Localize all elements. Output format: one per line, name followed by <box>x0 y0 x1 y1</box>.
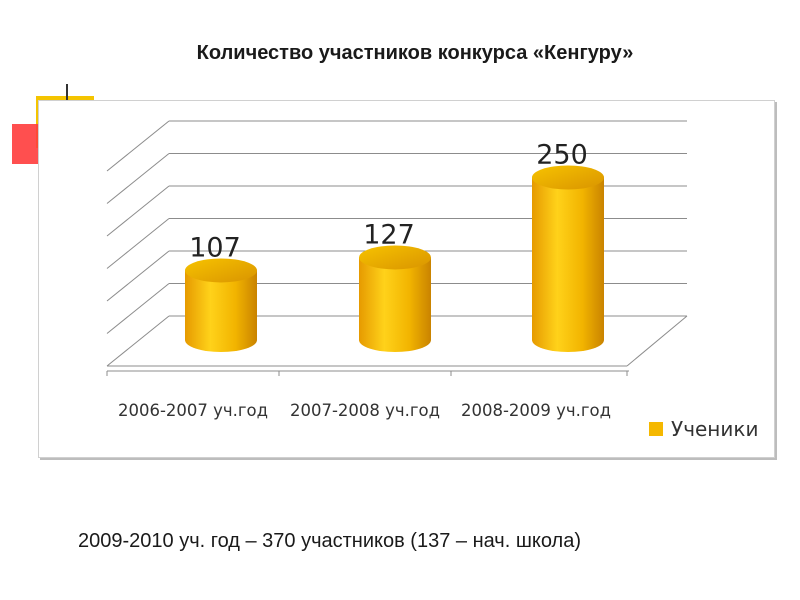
bar-top <box>532 165 604 190</box>
gridline-side <box>106 315 170 367</box>
x-tick-label: 2007-2008 уч.год <box>290 401 440 421</box>
bar-body <box>532 177 604 352</box>
x-tick-label: 2006-2007 уч.год <box>118 401 268 421</box>
bar-chart: 107 127 250 2006-2007 уч.год 2007-2008 уч.го… <box>106 120 758 441</box>
decor-tick <box>66 84 68 100</box>
gridline-side <box>106 218 170 269</box>
data-label: 250 <box>536 140 588 171</box>
bar-top <box>359 245 431 270</box>
bar <box>185 258 257 352</box>
gridline-side <box>106 283 170 334</box>
gridline-side <box>106 185 170 237</box>
legend-label: Ученики <box>671 417 758 441</box>
gridline-side <box>106 120 170 172</box>
legend-key <box>649 422 663 436</box>
slide-title: Количество участников конкурса «Кенгуру» <box>196 42 634 64</box>
bar-top <box>185 258 257 283</box>
gridline-side <box>106 250 170 302</box>
bar-body <box>185 270 257 352</box>
floor-edge-right <box>626 315 688 367</box>
data-label: 127 <box>363 219 415 250</box>
chart-frame: 107 127 250 2006-2007 уч.год 2007-2008 уч.го… <box>38 100 775 458</box>
gridline-side <box>106 153 170 204</box>
bar-body <box>359 257 431 352</box>
data-label: 107 <box>189 232 241 263</box>
bar <box>532 165 604 352</box>
x-tick-label: 2008-2009 уч.год <box>461 401 611 421</box>
footnote-text: 2009-2010 уч. год – 370 участников (137 … <box>78 530 581 552</box>
bar <box>359 245 431 352</box>
